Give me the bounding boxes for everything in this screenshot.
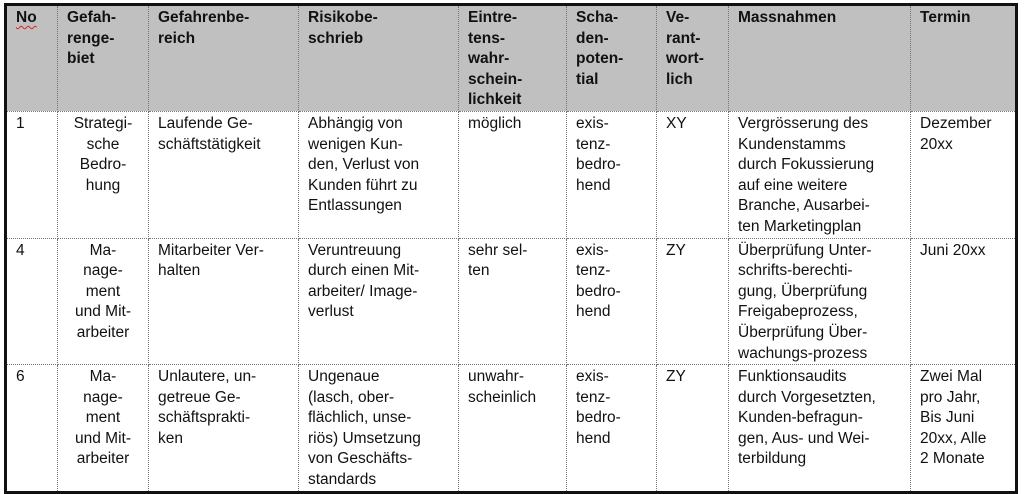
cell: 6 — [5, 364, 58, 494]
cell: XY — [656, 110, 729, 239]
cell: 1 — [5, 110, 58, 239]
cell: ZY — [656, 237, 729, 366]
cell: unwahr- scheinlich — [458, 364, 567, 494]
risk-table: No Gefah- renge- biet Gefahrenbe- reich … — [4, 3, 1018, 494]
cell: Funktionsaudits durch Vorgesetzten, Kund… — [728, 364, 911, 494]
cell: exis- tenz- bedro- hend — [566, 237, 657, 366]
header-risikobeschrieb: Risikobe- schrieb — [298, 4, 459, 112]
cell: 4 — [5, 237, 58, 366]
cell: Überprüfung Unter- schrifts-berechti- gu… — [728, 237, 911, 366]
table-row: 1 Strategi- sche Bedro- hung Laufende Ge… — [5, 110, 1017, 239]
cell: möglich — [458, 110, 567, 239]
cell: Laufende Ge- schäftstätigkeit — [148, 110, 299, 239]
cell: Mitarbeiter Ver- halten — [148, 237, 299, 366]
header-schadenpotential: Scha- den- poten- tial — [566, 4, 657, 112]
header-row: No Gefah- renge- biet Gefahrenbe- reich … — [5, 4, 1017, 112]
header-eintretenswahrscheinlichkeit: Eintre- tens- wahr- schein- lichkeit — [458, 4, 567, 112]
header-no: No — [5, 4, 58, 112]
cell: Juni 20xx — [910, 237, 1017, 366]
table-row: 6 Ma- nage- ment und Mit- arbeiter Unlau… — [5, 364, 1017, 494]
cell: Ungenaue (lasch, ober- flächlich, unse- … — [298, 364, 459, 494]
cell: Unlautere, un- getreue Ge- schäftsprakti… — [148, 364, 299, 494]
cell: Dezember 20xx — [910, 110, 1017, 239]
header-gefahrengebiet: Gefah- renge- biet — [57, 4, 149, 112]
cell: exis- tenz- bedro- hend — [566, 364, 657, 494]
cell: Zwei Mal pro Jahr, Bis Juni 20xx, Alle 2… — [910, 364, 1017, 494]
table-row: 4 Ma- nage- ment und Mit- arbeiter Mitar… — [5, 237, 1017, 366]
header-gefahrenbereich: Gefahrenbe- reich — [148, 4, 299, 112]
cell: Ma- nage- ment und Mit- arbeiter — [57, 364, 149, 494]
cell: Vergrösserung des Kundenstamms durch Fok… — [728, 110, 911, 239]
header-verantwortlich: Ve- rant- wort- lich — [656, 4, 729, 112]
header-termin: Termin — [910, 4, 1017, 112]
cell: Ma- nage- ment und Mit- arbeiter — [57, 237, 149, 366]
cell: sehr sel- ten — [458, 237, 567, 366]
cell: Abhängig von wenigen Kun- den, Verlust v… — [298, 110, 459, 239]
cell: exis- tenz- bedro- hend — [566, 110, 657, 239]
cell: ZY — [656, 364, 729, 494]
cell: Strategi- sche Bedro- hung — [57, 110, 149, 239]
cell: Veruntreuung durch einen Mit- arbeiter/ … — [298, 237, 459, 366]
header-massnahmen: Massnahmen — [728, 4, 911, 112]
header-text: No — [16, 9, 37, 26]
